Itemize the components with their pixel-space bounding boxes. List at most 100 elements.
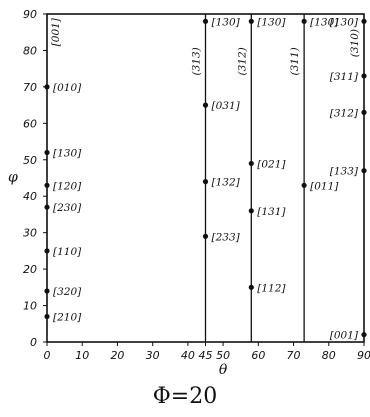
pole-2: [130] [44,147,82,159]
pole-14: (312) [236,47,248,75]
pole-12: [233] [202,231,241,243]
y-tick-label: 10 [23,300,37,313]
pole-label: [130] [53,147,82,159]
pole-dot [361,109,367,115]
pole-16: [131] [248,206,286,218]
y-tick-label: 0 [30,336,37,349]
pole-label: [031] [212,100,241,112]
pole-dot [44,149,50,156]
pole-dot [202,102,209,108]
pole-label: [132] [212,177,241,189]
pole-dot [248,18,254,24]
x-tick-label: 60 [251,349,265,362]
pole-label: [011] [310,180,339,192]
y-tick-label: 40 [23,190,37,203]
pole-6: [320] [44,286,82,298]
pole-label: (313) [191,47,203,75]
pole-dot [361,332,367,338]
y-tick-label: 60 [23,117,37,130]
pole-4: [230] [44,202,82,214]
pole-20: [011] [301,180,339,192]
pole-0: [001] [50,17,62,46]
pole-25: [133] [330,166,367,178]
pole-label: [112] [257,282,286,294]
y-axis-label: φ [8,170,18,186]
pole-dot [44,313,50,320]
x-tick-label: 40 [181,349,195,362]
figure-caption: Φ=20 [152,384,218,409]
pole-label: [311] [330,71,359,83]
pole-dot [248,160,254,167]
pole-label: [133] [330,166,359,178]
pole-dot [361,73,367,79]
y-tick-label: 90 [23,8,37,21]
pole-dot [44,182,50,188]
stereographic-diagram: 0 10 20 30 40 45 50 60 70 80 900102030405060708090… [8,8,370,378]
pole-7: [210] [44,311,82,323]
pole-label: [233] [212,231,241,243]
pole-label: [021] [257,158,286,170]
pole-label: (311) [289,47,301,75]
pole-26: [001] [330,330,367,342]
x-tick-label: 0 [44,349,51,362]
x-tick-label: 80 [322,349,336,362]
x-tick-label: 20 [110,349,124,362]
pole-markers: [001] [010] [130] [120] [230] [110] [320] [210]… [44,16,367,342]
pole-22: (310) [349,29,361,57]
pole-label: (310) [349,29,361,57]
pole-dot [202,18,209,24]
y-tick-label: 50 [23,154,37,167]
pole-11: [132] [202,177,241,189]
pole-dot [301,182,307,188]
pole-dot [248,284,254,290]
pole-18: [130] [301,16,339,28]
x-axis-label: θ [219,362,228,378]
y-tick-label: 30 [23,227,37,240]
pole-5: [110] [44,246,82,258]
x-tick-label: 50 [216,349,230,362]
pole-dot [248,208,254,214]
pole-label: [130] [310,16,339,28]
pole-label: [120] [53,180,82,192]
pole-label: (312) [236,47,248,75]
pole-dot [202,179,209,185]
pole-15: [021] [248,158,286,170]
pole-23: [311] [330,71,367,83]
pole-label: [312] [330,107,359,119]
x-tick-label: 30 [146,349,160,362]
pole-13: [130] [248,16,286,28]
x-tick-label: 10 [75,349,89,362]
pole-dot [44,84,50,90]
pole-label: [130] [212,16,241,28]
pole-3: [120] [44,180,82,192]
pole-dot [361,18,367,24]
pole-dot [202,233,209,239]
y-tick-label: 20 [23,263,37,276]
pole-dot [301,18,307,24]
pole-label: [001] [330,330,359,342]
pole-19: (311) [289,47,301,75]
pole-label: [001] [50,17,62,46]
pole-dot [44,248,50,254]
pole-dot [44,204,50,210]
pole-label: [210] [53,311,82,323]
pole-label: [130] [257,16,286,28]
pole-9: (313) [191,47,203,75]
pole-24: [312] [330,107,367,119]
pole-dot [361,168,367,174]
pole-10: [031] [202,100,241,112]
y-tick-label: 70 [23,81,37,94]
x-tick-label: 45 [199,349,213,362]
pole-label: [130] [330,16,359,28]
pole-label: [010] [53,82,82,94]
x-tick-label: 90 [357,349,370,362]
pole-21: [130] [330,16,367,28]
pole-label: [131] [257,206,286,218]
y-tick-label: 80 [23,44,37,57]
pole-1: [010] [44,82,82,94]
x-tick-label: 70 [287,349,301,362]
pole-label: [230] [53,202,82,214]
pole-label: [110] [53,246,82,258]
pole-17: [112] [248,282,286,294]
